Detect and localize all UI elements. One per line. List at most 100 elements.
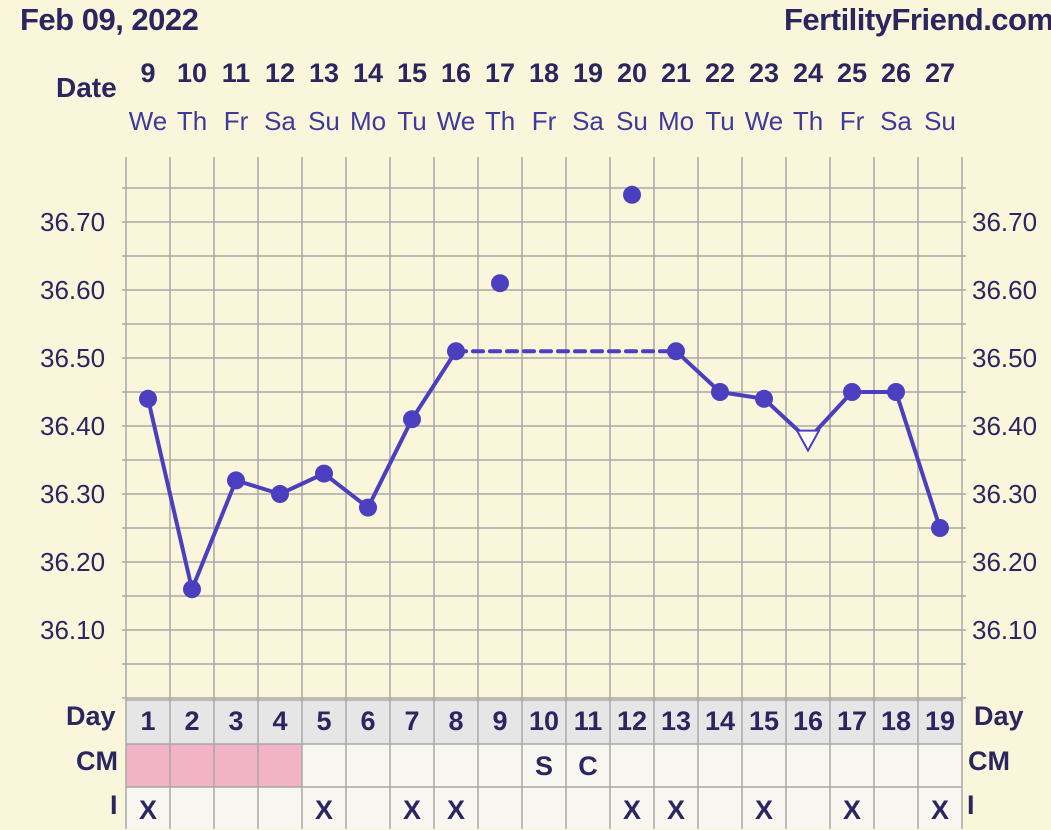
intercourse-cell[interactable]: X <box>754 795 773 825</box>
cm-cell[interactable] <box>346 745 390 785</box>
cm-cell[interactable] <box>698 745 742 785</box>
cm-cell-bg <box>742 744 786 787</box>
cycle-day-number[interactable]: 19 <box>924 706 956 736</box>
y-tick-label: 36.70 <box>972 207 1038 237</box>
cycle-day-number[interactable]: 10 <box>528 706 560 736</box>
cycle-day-number[interactable]: 14 <box>704 706 736 736</box>
cycle-day-number[interactable]: 11 <box>573 706 603 736</box>
y-tick-label: 36.20 <box>40 547 106 577</box>
date-number: 22 <box>704 58 736 88</box>
intercourse-cell[interactable] <box>698 790 742 829</box>
temperature-series <box>139 185 949 599</box>
y-tick-label: 36.50 <box>40 343 106 373</box>
i-cell-bg <box>390 787 434 829</box>
discarded-temp-point <box>623 185 641 204</box>
intercourse-cell[interactable]: X <box>930 795 949 825</box>
cm-cell[interactable] <box>478 745 522 785</box>
cm-cell[interactable]: C <box>578 751 598 781</box>
i-cell-bg <box>302 787 346 829</box>
cycle-day-number[interactable]: 3 <box>228 706 244 736</box>
day-of-week: Tu <box>705 106 735 136</box>
intercourse-cell[interactable] <box>786 790 830 829</box>
cm-cell-bg <box>654 744 698 787</box>
date-number: 26 <box>880 58 912 88</box>
intercourse-cell[interactable]: X <box>666 795 685 825</box>
cm-cell[interactable] <box>786 745 830 785</box>
intercourse-cell[interactable] <box>346 790 390 829</box>
cm-cell[interactable] <box>214 745 258 785</box>
cm-cell[interactable] <box>434 745 478 785</box>
y-tick-label: 36.40 <box>972 411 1038 441</box>
temp-point <box>447 342 465 361</box>
intercourse-cell[interactable] <box>258 790 302 829</box>
cycle-day-number[interactable]: 15 <box>748 706 780 736</box>
intercourse-cell[interactable] <box>170 790 214 829</box>
intercourse-cell[interactable] <box>214 790 258 829</box>
temp-point <box>183 580 201 599</box>
temp-line-segment <box>894 390 942 530</box>
cm-cell-bg <box>522 744 566 787</box>
day-of-week: Su <box>308 106 340 136</box>
cm-row-label-right: CM <box>968 746 1010 776</box>
date-number: 10 <box>176 58 208 88</box>
chart-grid <box>122 157 966 829</box>
day-of-week: Fr <box>223 106 249 136</box>
cycle-day-number[interactable]: 7 <box>404 706 420 736</box>
menstruation-cell <box>126 744 170 787</box>
cm-cell[interactable] <box>654 745 698 785</box>
cycle-day-number[interactable]: 9 <box>492 706 508 736</box>
intercourse-cell[interactable] <box>522 790 566 829</box>
cm-cell-bg <box>698 744 742 787</box>
cycle-day-number[interactable]: 1 <box>140 706 156 736</box>
i-cell-bg <box>214 787 258 829</box>
cycle-day-number[interactable]: 17 <box>836 706 868 736</box>
brand-name[interactable]: FertilityFriend.com <box>784 2 1051 37</box>
cm-cell[interactable] <box>830 745 874 785</box>
cycle-day-number[interactable]: 12 <box>616 706 648 736</box>
cycle-day-number[interactable]: 6 <box>360 706 376 736</box>
cm-cell[interactable] <box>918 745 962 785</box>
cm-cell[interactable] <box>170 745 214 785</box>
intercourse-cell[interactable] <box>874 790 918 829</box>
cm-cell[interactable] <box>390 745 434 785</box>
cycle-day-number[interactable]: 8 <box>448 706 464 736</box>
intercourse-cell[interactable]: X <box>402 795 421 825</box>
cm-cell[interactable] <box>610 745 654 785</box>
cm-cell[interactable] <box>742 745 786 785</box>
cycle-day-number[interactable]: 4 <box>272 706 288 736</box>
day-of-week: Sa <box>264 106 296 136</box>
intercourse-cell[interactable] <box>478 790 522 829</box>
i-cell-bg <box>126 787 170 829</box>
cycle-day-number[interactable]: 13 <box>660 706 692 736</box>
cm-cell-bg <box>918 744 962 787</box>
i-cell-bg <box>610 787 654 829</box>
y-tick-label: 36.20 <box>972 547 1038 577</box>
cycle-day-number[interactable]: 16 <box>792 706 824 736</box>
y-tick-label: 36.50 <box>972 343 1038 373</box>
cm-cell[interactable] <box>302 745 346 785</box>
temp-line-segment <box>674 349 722 394</box>
i-cell-bg <box>258 787 302 829</box>
temp-point <box>139 389 157 408</box>
cm-cell[interactable] <box>258 745 302 785</box>
cycle-day-number[interactable]: 18 <box>880 706 912 736</box>
date-number: 12 <box>264 58 296 88</box>
cm-cell[interactable] <box>126 745 170 785</box>
intercourse-cell[interactable]: X <box>622 795 641 825</box>
cycle-day-number[interactable]: 5 <box>316 706 332 736</box>
cm-cell-bg <box>566 744 610 787</box>
day-of-week: We <box>436 106 476 136</box>
cm-cell[interactable]: S <box>534 751 553 781</box>
temp-point <box>315 464 333 483</box>
intercourse-cell[interactable] <box>566 790 610 829</box>
cycle-day-number[interactable]: 2 <box>184 706 200 736</box>
day-of-week: Mo <box>657 106 695 136</box>
intercourse-cell[interactable]: X <box>314 795 333 825</box>
temp-point <box>227 471 245 490</box>
intercourse-cell[interactable]: X <box>842 795 861 825</box>
intercourse-cell[interactable]: X <box>446 795 465 825</box>
day-of-week: Sa <box>880 106 912 136</box>
date-number: 15 <box>396 58 428 88</box>
cm-cell[interactable] <box>874 745 918 785</box>
intercourse-cell[interactable]: X <box>138 795 157 825</box>
